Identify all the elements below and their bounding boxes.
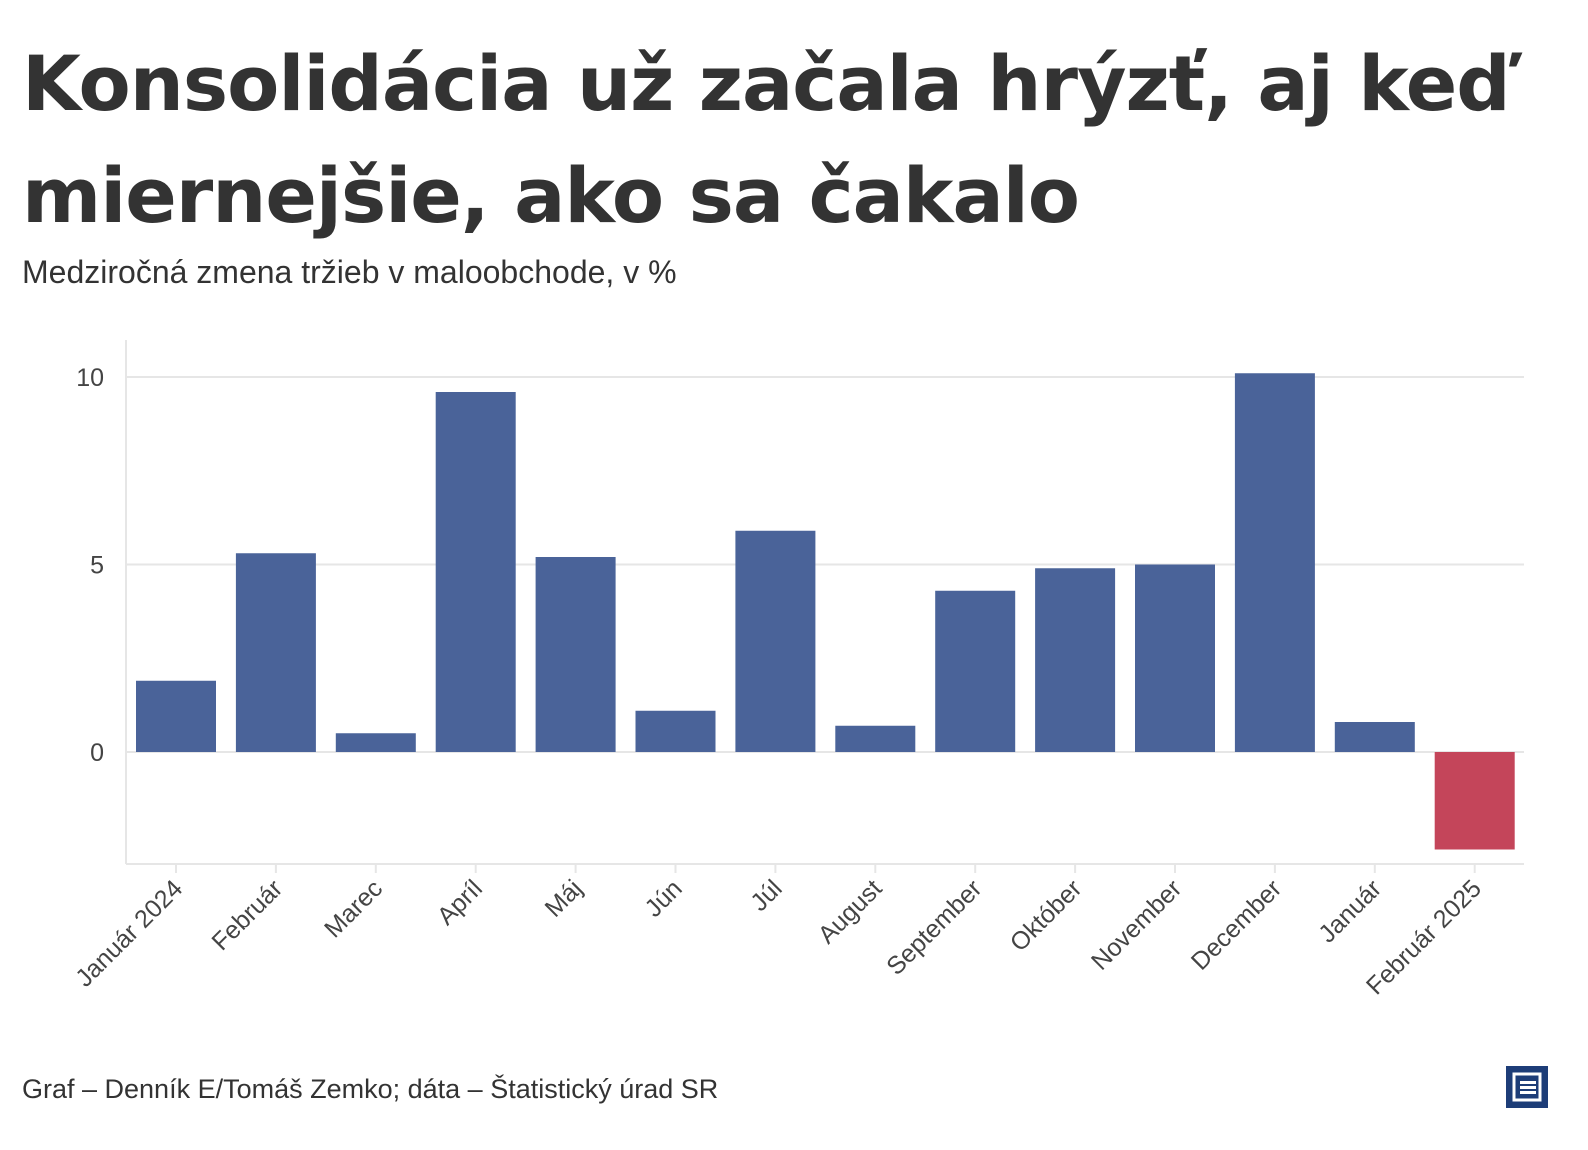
x-tick-label: Júl <box>745 874 787 916</box>
bar[interactable] <box>635 710 716 752</box>
x-tick-label: Február <box>206 874 288 956</box>
bar[interactable] <box>335 733 416 752</box>
x-tick-label: Október <box>1005 874 1088 957</box>
x-tick-label: Január <box>1313 874 1387 948</box>
bar[interactable] <box>835 725 916 752</box>
x-tick-label: Apríl <box>432 874 488 930</box>
bar[interactable] <box>935 590 1016 752</box>
y-tick-label: 5 <box>90 552 104 580</box>
x-tick-label: Marec <box>319 874 388 943</box>
bar[interactable] <box>1334 722 1415 752</box>
bar[interactable] <box>1135 564 1215 753</box>
bar[interactable] <box>1234 373 1315 752</box>
source-credit: Graf – Denník E/Tomáš Zemko; dáta – Štat… <box>22 1074 719 1104</box>
x-tick-label: Január 2024 <box>70 874 188 992</box>
chart-subtitle: Medziročná zmena tržieb v maloobchode, v… <box>22 254 677 290</box>
bar[interactable] <box>235 553 316 752</box>
bar[interactable] <box>435 392 516 752</box>
x-tick-label: November <box>1086 874 1187 975</box>
x-tick-label: September <box>881 874 987 980</box>
y-tick-label: 10 <box>76 364 104 392</box>
bar[interactable] <box>136 680 216 752</box>
bar[interactable] <box>735 530 816 752</box>
x-tick-label: Máj <box>540 874 588 922</box>
x-tick-label: December <box>1186 874 1287 975</box>
bar[interactable] <box>1035 568 1116 752</box>
axes <box>125 340 1524 865</box>
x-ticks <box>175 864 1476 873</box>
y-tick-labels: 0 5 10 <box>76 364 104 767</box>
x-tick-label: August <box>813 874 888 949</box>
bar[interactable] <box>535 557 616 752</box>
denník-e-logo-icon[interactable] <box>1506 1066 1548 1108</box>
y-tick-label: 0 <box>90 739 104 767</box>
bars <box>136 373 1515 850</box>
bar[interactable] <box>1434 752 1515 850</box>
x-tick-labels: Január 2024 Február Marec Apríl Máj Jún Júl Aug… <box>70 874 1487 1000</box>
chart-title: Konsolidácia už začala hrýzť, aj keď mie… <box>22 39 1511 240</box>
x-tick-label: Jún <box>639 874 687 922</box>
